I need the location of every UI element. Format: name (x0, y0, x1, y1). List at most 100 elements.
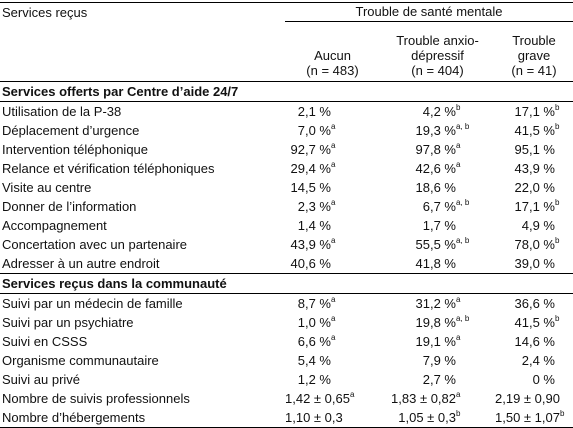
value-cell: 1,7 % (380, 216, 495, 235)
value-cell: 2,1 % (285, 102, 380, 122)
value-cell: 2,4 % (495, 351, 573, 370)
footnote-mark: a (456, 160, 461, 169)
data-row: Déplacement d’urgence 7,0 %a 19,3 %a, b 41,… (0, 121, 573, 140)
value-cell: 78,0 %b (495, 235, 573, 254)
footnote-mark: b (456, 409, 461, 418)
value-text: 1,0 % (297, 315, 331, 330)
value-text: 2,4 % (521, 353, 555, 368)
data-row: Donner de l’information 2,3 %a 6,7 %a, b 17… (0, 197, 573, 216)
footnote-mark: a (331, 160, 336, 169)
row-label: Adresser à un autre endroit (2, 256, 160, 271)
value-text: 39,0 % (514, 256, 555, 271)
footnote-mark: a, b (456, 198, 470, 207)
value-cell: 2,7 % (380, 370, 495, 389)
footnote-mark: a (456, 141, 461, 150)
value-text: 17,1 % (514, 104, 555, 119)
value-text: 19,1 % (415, 334, 456, 349)
value-text: 43,9 % (290, 237, 331, 252)
value-cell: 41,5 %b (495, 313, 573, 332)
value-cell: 1,2 % (285, 370, 380, 389)
value-text: 55,5 % (415, 237, 456, 252)
value-cell: 14,5 % (285, 178, 380, 197)
value-text: 7,9 % (422, 353, 456, 368)
value-text: 1,10 ± 0,3 (285, 410, 343, 425)
value-cell: 17,1 %b (495, 102, 573, 122)
value-text: 7,0 % (297, 123, 331, 138)
value-cell: 29,4 %a (285, 159, 380, 178)
value-cell: 92,7 %a (285, 140, 380, 159)
section-row: Services offerts par Centre d’aide 24/7 (0, 81, 573, 102)
group-header: Trouble de santé mentale (285, 2, 573, 22)
value-text: 1,2 % (297, 372, 331, 387)
footnote-mark: b (456, 103, 461, 112)
value-cell: 1,83 ± 0,82a (380, 389, 495, 408)
value-text: 19,8 % (415, 315, 456, 330)
value-text: 2,1 % (297, 104, 331, 119)
section-title: Services reçus dans la communauté (0, 273, 573, 294)
row-label: Suivi en CSSS (2, 334, 88, 349)
value-cell: 17,1 %b (495, 197, 573, 216)
value-cell: 40,6 % (285, 254, 380, 274)
row-label: Visite au centre (2, 180, 92, 195)
value-text: 43,9 % (514, 161, 555, 176)
value-cell: 1,10 ± 0,3 (285, 408, 380, 428)
header-row: Services reçus Trouble de santé mentale (0, 2, 573, 82)
value-text: 31,2 % (415, 296, 456, 311)
value-text: 1,50 ± 1,07 (495, 410, 560, 425)
footnote-mark: b (555, 314, 560, 323)
value-cell: 19,1 %a (380, 332, 495, 351)
footnote-mark: a (349, 390, 355, 399)
value-text: 6,6 % (297, 334, 331, 349)
data-row: Suivi par un médecin de famille 8,7 %a 31,… (0, 294, 573, 314)
row-label: Utilisation de la P-38 (2, 104, 122, 119)
footnote-mark: a (456, 390, 461, 399)
value-text: 29,4 % (290, 161, 331, 176)
footnote-mark: b (555, 236, 560, 245)
row-label: Accompagnement (2, 218, 107, 233)
value-text: 92,7 % (290, 142, 331, 157)
column-header-line: (n = 41) (511, 63, 557, 78)
section-title: Services offerts par Centre d’aide 24/7 (0, 81, 573, 102)
row-label: Suivi au privé (2, 372, 81, 387)
value-text: 1,83 ± 0,82 (391, 391, 456, 406)
value-cell: 2,3 %a (285, 197, 380, 216)
data-row: Nombre de suivis professionnels 1,42 ± 0,… (0, 389, 573, 408)
footnote-mark: a (331, 198, 336, 207)
value-cell: 1,50 ± 1,07b (495, 408, 573, 428)
value-cell: 22,0 % (495, 178, 573, 197)
value-cell: 19,8 %a, b (380, 313, 495, 332)
column-header-line: (n = 404) (411, 63, 464, 78)
value-text: 4,9 % (521, 218, 555, 233)
data-row: Suivi en CSSS 6,6 %a 19,1 %a 14,6 % (0, 332, 573, 351)
value-text: 5,4 % (297, 353, 331, 368)
value-text: 2,19 ± 0,90 (495, 391, 560, 406)
value-text: 8,7 % (297, 296, 331, 311)
value-text: 14,6 % (514, 334, 555, 349)
column-header-line: Trouble anxio- (396, 33, 479, 48)
value-text: 2,7 % (422, 372, 456, 387)
value-cell: 39,0 % (495, 254, 573, 274)
value-text: 2,3 % (297, 199, 331, 214)
value-text: 22,0 % (514, 180, 555, 195)
value-text: 0 % (532, 372, 555, 387)
value-cell: 41,8 % (380, 254, 495, 274)
value-cell: 2,19 ± 0,90 (495, 389, 573, 408)
data-row: Concertation avec un partenaire 43,9 %a 55… (0, 235, 573, 254)
column-header-line: dépressif (411, 48, 464, 63)
footnote-mark: a (331, 333, 336, 342)
value-text: 41,5 % (514, 123, 555, 138)
column-header-line: Aucun (314, 48, 351, 63)
footnote-mark: a (331, 122, 336, 131)
value-text: 40,6 % (290, 256, 331, 271)
value-cell: 1,4 % (285, 216, 380, 235)
row-label: Donner de l’information (2, 199, 137, 214)
value-cell: 14,6 % (495, 332, 573, 351)
value-text: 1,42 ± 0,65 (285, 391, 350, 406)
value-cell: 4,2 %b (380, 102, 495, 122)
value-text: 1,05 ± 0,3 (398, 410, 456, 425)
value-text: 6,7 % (422, 199, 456, 214)
footnote-mark: a, b (456, 122, 470, 131)
value-text: 4,2 % (422, 104, 456, 119)
